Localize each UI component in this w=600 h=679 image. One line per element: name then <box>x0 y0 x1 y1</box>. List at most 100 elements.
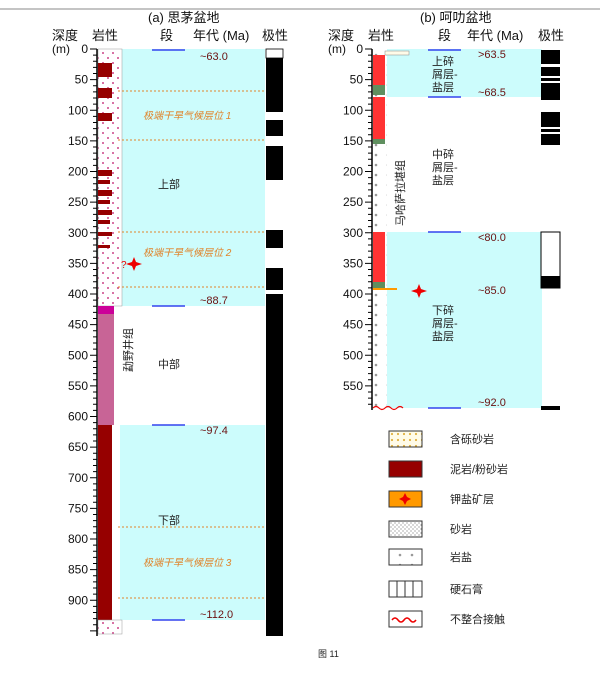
svg-text:盐层: 盐层 <box>432 81 454 94</box>
panel-b-polarity-column <box>540 50 561 410</box>
panel-b-title: (b) 呵叻盆地 <box>420 10 492 25</box>
panel-b-segment-header: 段 <box>438 28 451 43</box>
depth-tick-label: 400 <box>68 287 88 301</box>
depth-tick-label: 200 <box>343 165 363 179</box>
svg-text:盐层: 盐层 <box>432 174 454 187</box>
svg-text:上碎: 上碎 <box>432 54 454 68</box>
depth-tick-label: 100 <box>343 103 363 117</box>
panel-b-polarity-header: 极性 <box>538 28 564 43</box>
panel-a-polarity-header: 极性 <box>262 28 288 43</box>
svg-text:屑层-: 屑层- <box>432 161 458 174</box>
potash-star-icon <box>126 257 142 271</box>
depth-tick-label: 550 <box>68 379 88 393</box>
segment-middle: 中部 <box>158 357 180 371</box>
depth-tick-label: 450 <box>343 318 363 332</box>
depth-tick-label: 0 <box>81 42 88 56</box>
svg-text:屑层-: 屑层- <box>432 68 458 81</box>
legend-label: 泥岩/粉砂岩 <box>450 462 508 476</box>
legend: 含砾砂岩 泥岩/粉砂岩 钾盐矿层 砂岩 岩盐 硬石膏 不整合接触 <box>388 430 508 628</box>
depth-tick-label: 800 <box>68 532 88 546</box>
svg-text:盐层: 盐层 <box>432 330 454 343</box>
depth-tick-label: 450 <box>68 318 88 332</box>
upper-segment-band <box>387 49 542 97</box>
age-label: ~112.0 <box>200 609 233 621</box>
depth-tick-label: 400 <box>343 287 363 301</box>
potash-star-icon <box>399 493 411 505</box>
panel-a-boundaries <box>152 49 185 621</box>
segment-lower: 下碎 屑层- 盐层 <box>432 303 458 343</box>
svg-text:中碎: 中碎 <box>432 147 454 161</box>
panel-b-depth-axis: 0 50 100 150 200 250 300 350 400 450 500 550 <box>343 42 373 410</box>
panel-a-age-header: 年代 (Ma) <box>193 28 249 43</box>
panel-a-lithology-header: 岩性 <box>92 28 118 43</box>
rock-salt-icon <box>388 548 423 566</box>
anhydrite-icon <box>388 580 423 598</box>
panel-b-lithology-column <box>372 49 410 411</box>
age-label: ~97.4 <box>200 425 228 437</box>
depth-tick-label: 700 <box>68 471 88 485</box>
depth-tick-label: 750 <box>68 501 88 515</box>
climate-horizon-3: 极端干旱气候层位 3 <box>143 557 232 569</box>
depth-tick-label: 300 <box>343 226 363 240</box>
depth-tick-label: 250 <box>343 195 363 209</box>
age-label: ~85.0 <box>478 285 506 297</box>
formation-label: 马哈萨拉堪组 <box>393 160 407 226</box>
climate-horizon-1: 极端干旱气候层位 1 <box>143 110 231 122</box>
age-label: ~92.0 <box>478 397 506 409</box>
legend-label: 不整合接触 <box>450 612 505 626</box>
age-label: ~88.7 <box>200 295 228 307</box>
depth-tick-label: 200 <box>68 165 88 179</box>
segment-upper: 上碎 屑层- 盐层 <box>432 54 458 94</box>
potash-star-icon <box>411 284 427 298</box>
depth-tick-label: 100 <box>68 103 88 117</box>
legend-label: 含砾砂岩 <box>450 432 494 446</box>
depth-tick-label: 900 <box>68 593 88 607</box>
depth-tick-label: 500 <box>68 348 88 362</box>
climate-horizon-2: 极端干旱气候层位 2 <box>143 247 232 259</box>
depth-tick-label: 150 <box>68 134 88 148</box>
upper-segment-band <box>120 49 265 306</box>
age-label: >63.5 <box>478 49 506 61</box>
depth-tick-label: 150 <box>343 134 363 148</box>
age-label: ~63.0 <box>200 51 228 63</box>
legend-label: 岩盐 <box>450 550 472 564</box>
panel-a-lithology-column <box>97 48 123 635</box>
panel-b-boundaries <box>428 49 461 409</box>
panel-b-depth-unit: (m) <box>328 42 346 56</box>
svg-text:屑层-: 屑层- <box>432 317 458 330</box>
depth-tick-label: 250 <box>68 195 88 209</box>
lower-segment-band <box>387 232 542 408</box>
panel-a: (a) 思茅盆地 深度 岩性 段 年代 (Ma) 极性 (m) <box>52 10 288 636</box>
panel-b: (b) 呵叻盆地 深度 岩性 段 年代 (Ma) 极性 (m) 0 50 100 15… <box>328 10 564 411</box>
depth-tick-label: 850 <box>68 563 88 577</box>
figure-caption: 图 11 <box>318 649 339 659</box>
depth-tick-label: 50 <box>350 73 364 87</box>
panel-b-depth-header: 深度 <box>328 28 354 43</box>
depth-tick-label: 650 <box>68 440 88 454</box>
panel-a-polarity-column <box>265 48 284 636</box>
depth-tick-label: 500 <box>343 348 363 362</box>
depth-tick-label: 300 <box>68 226 88 240</box>
panel-a-depth-header: 深度 <box>52 28 78 43</box>
depth-tick-label: 350 <box>68 256 88 270</box>
depth-tick-label: 50 <box>75 73 89 87</box>
age-label: <80.0 <box>478 232 506 244</box>
segment-middle: 中碎 屑层- 盐层 <box>432 147 458 187</box>
climate-horizon-lines <box>118 90 265 599</box>
segment-lower: 下部 <box>158 513 180 527</box>
legend-label: 硬石膏 <box>450 582 483 596</box>
panel-b-lithology-header: 岩性 <box>368 28 394 43</box>
panel-a-segment-header: 段 <box>160 28 173 43</box>
pebbly-sandstone-icon <box>388 430 423 448</box>
depth-tick-label: 600 <box>68 410 88 424</box>
svg-text:下碎: 下碎 <box>432 303 454 317</box>
panel-a-depth-unit: (m) <box>52 42 70 56</box>
unconformity-line <box>372 405 404 411</box>
lower-segment-band <box>120 425 265 620</box>
segment-upper: 上部 <box>158 177 180 191</box>
panel-a-depth-axis: 0 50 100 150 200 250 300 350 400 450 500 550 600 650 7… <box>68 42 98 636</box>
panel-b-age-header: 年代 (Ma) <box>467 28 523 43</box>
sandstone-icon <box>388 520 423 538</box>
unconformity-icon <box>388 610 423 628</box>
